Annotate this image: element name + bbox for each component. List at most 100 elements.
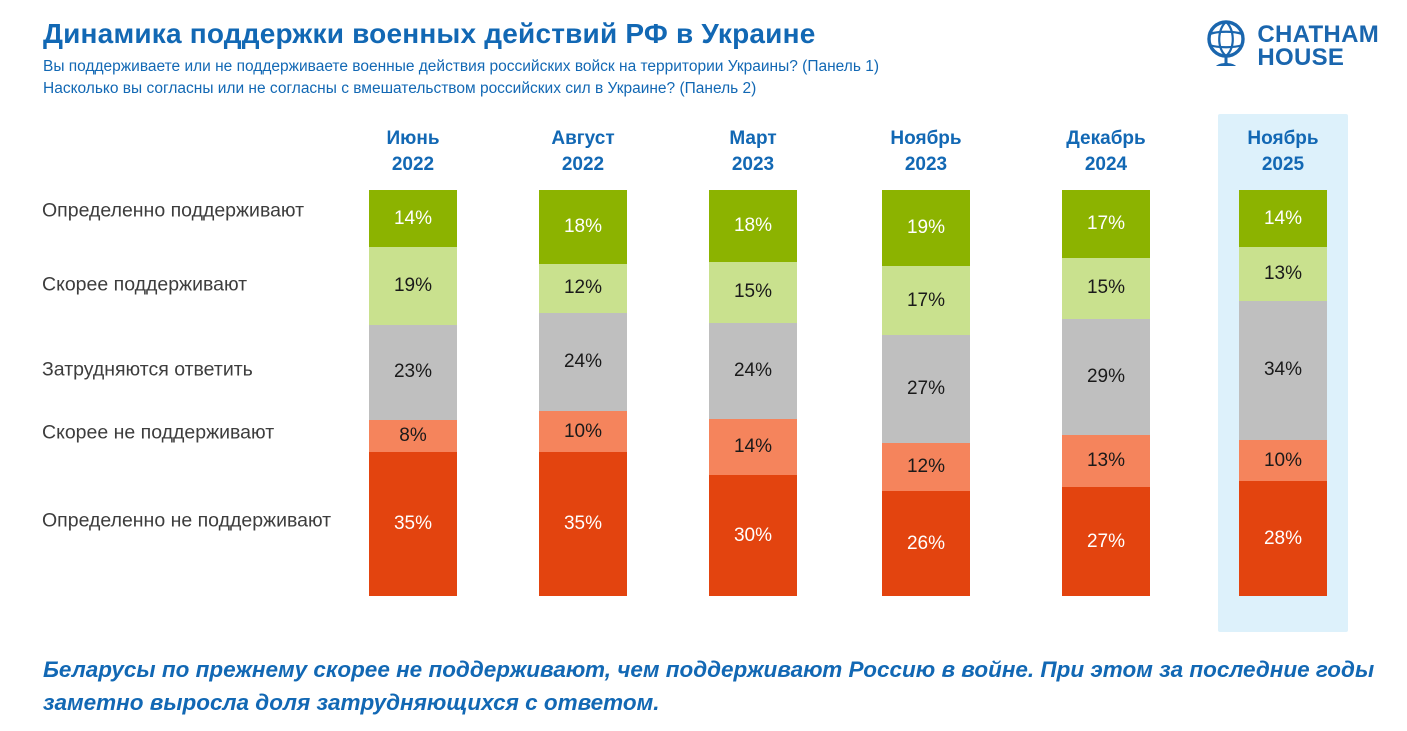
column-header-март-2023: Март 2023 <box>688 126 818 177</box>
bar-segment: 12% <box>539 263 627 314</box>
segment-value-label: 17% <box>906 289 946 311</box>
survey-question-panel2: Насколько вы согласны или не согласны с … <box>43 80 757 97</box>
segment-value-label: 34% <box>1263 359 1303 381</box>
segment-value-label: 24% <box>733 359 773 381</box>
column-year: 2023 <box>731 153 775 175</box>
column-month: Декабрь <box>1066 128 1146 149</box>
column-header-декабрь-2024: Декабрь 2024 <box>1041 126 1171 177</box>
bar-segment: 29% <box>1062 318 1150 436</box>
segment-value-label: 13% <box>1263 263 1303 285</box>
bar-segment: 19% <box>369 247 457 326</box>
column-month: Июнь <box>386 128 440 149</box>
segment-value-label: 12% <box>563 277 603 299</box>
bar-column-ноябрь-2023: 19% 17% 27% 12% 26% <box>882 190 970 596</box>
bar-column-март-2023: 18% 15% 24% 14% 30% <box>709 190 797 596</box>
segment-value-label: 18% <box>563 215 603 237</box>
bar-segment: 14% <box>1239 190 1327 248</box>
segment-value-label: 19% <box>906 217 946 239</box>
bar-column-август-2022: 18% 12% 24% 10% 35% <box>539 190 627 596</box>
summary-note: Беларусы по прежнему скорее не поддержив… <box>43 657 1375 715</box>
bar-segment: 18% <box>709 190 797 263</box>
chatham-house-logo: CHATHAM HOUSE <box>1202 18 1379 75</box>
logo-wordmark: CHATHAM HOUSE <box>1257 21 1379 71</box>
logo-line2: HOUSE <box>1257 43 1345 71</box>
series-label: Скорее поддерживают <box>42 273 248 296</box>
column-year: 2025 <box>1261 153 1305 175</box>
bar-segment: 17% <box>882 266 970 335</box>
segment-value-label: 24% <box>563 351 603 373</box>
segment-value-label: 23% <box>393 361 433 383</box>
column-header-ноябрь-2023: Ноябрь 2023 <box>861 126 991 177</box>
segment-value-label: 19% <box>393 275 433 297</box>
bar-segment: 10% <box>539 411 627 453</box>
bar-column-июнь-2022: 14% 19% 23% 8% 35% <box>369 190 457 596</box>
column-month: Ноябрь <box>890 128 962 149</box>
column-month: Август <box>551 128 615 149</box>
segment-value-label: 27% <box>1086 530 1126 552</box>
segment-value-label: 10% <box>1263 449 1303 471</box>
column-header-ноябрь-2025: Ноябрь 2025 <box>1218 126 1348 177</box>
segment-value-label: 35% <box>563 513 603 535</box>
bar-segment: 35% <box>539 452 627 596</box>
column-year: 2024 <box>1084 153 1128 175</box>
bar-segment: 14% <box>369 190 457 248</box>
segment-value-label: 14% <box>1263 207 1303 229</box>
segment-value-label: 35% <box>393 513 433 535</box>
globe-icon <box>1202 18 1250 75</box>
bar-column-декабрь-2024: 17% 15% 29% 13% 27% <box>1062 190 1150 596</box>
bar-segment: 13% <box>1062 435 1150 488</box>
bar-segment: 19% <box>882 190 970 267</box>
bar-segment: 24% <box>709 322 797 420</box>
segment-value-label: 10% <box>563 420 603 442</box>
logo-line1: CHATHAM <box>1257 21 1379 49</box>
segment-value-label: 17% <box>1086 213 1126 235</box>
bar-segment: 13% <box>1239 247 1327 301</box>
column-year: 2022 <box>391 153 435 175</box>
column-month: Ноябрь <box>1247 128 1319 149</box>
segment-value-label: 30% <box>733 524 773 546</box>
bar-segment: 12% <box>882 443 970 492</box>
segment-value-label: 15% <box>733 281 773 303</box>
bar-segment: 24% <box>539 313 627 412</box>
series-label: Определенно поддерживают <box>42 199 305 222</box>
column-year: 2022 <box>561 153 605 175</box>
column-month: Март <box>729 128 777 149</box>
segment-value-label: 29% <box>1086 365 1126 387</box>
bar-segment: 28% <box>1239 481 1327 596</box>
column-header-август-2022: Август 2022 <box>518 126 648 177</box>
bar-segment: 15% <box>709 262 797 323</box>
segment-value-label: 26% <box>906 532 946 554</box>
bar-segment: 8% <box>369 419 457 453</box>
bar-segment: 27% <box>882 334 970 444</box>
series-label: Скорее не поддерживают <box>42 421 275 444</box>
page-title: Динамика поддержки военных действий РФ в… <box>43 18 816 49</box>
series-label: Определенно не поддерживают <box>42 509 332 532</box>
segment-value-label: 14% <box>393 207 433 229</box>
segment-value-label: 18% <box>733 215 773 237</box>
segment-value-label: 14% <box>733 436 773 458</box>
survey-question-panel1: Вы поддерживаете или не поддерживаете во… <box>43 58 879 75</box>
segment-value-label: 12% <box>906 456 946 478</box>
bar-segment: 35% <box>369 452 457 596</box>
bar-segment: 30% <box>709 475 797 596</box>
bar-segment: 17% <box>1062 190 1150 259</box>
column-header-июнь-2022: Июнь 2022 <box>348 126 478 177</box>
segment-value-label: 28% <box>1263 527 1303 549</box>
bar-segment: 18% <box>539 190 627 264</box>
bar-segment: 15% <box>1062 258 1150 319</box>
bar-segment: 14% <box>709 419 797 476</box>
series-label: Затрудняются ответить <box>42 358 253 381</box>
bar-segment: 26% <box>882 491 970 596</box>
bar-segment: 23% <box>369 325 457 420</box>
column-year: 2023 <box>904 153 948 175</box>
segment-value-label: 27% <box>906 377 946 399</box>
bar-segment: 34% <box>1239 300 1327 441</box>
bar-segment: 27% <box>1062 487 1150 596</box>
segment-value-label: 13% <box>1086 450 1126 472</box>
bar-column-ноябрь-2025: 14% 13% 34% 10% 28% <box>1239 190 1327 596</box>
segment-value-label: 8% <box>399 425 427 447</box>
segment-value-label: 15% <box>1086 277 1126 299</box>
bar-segment: 10% <box>1239 440 1327 482</box>
